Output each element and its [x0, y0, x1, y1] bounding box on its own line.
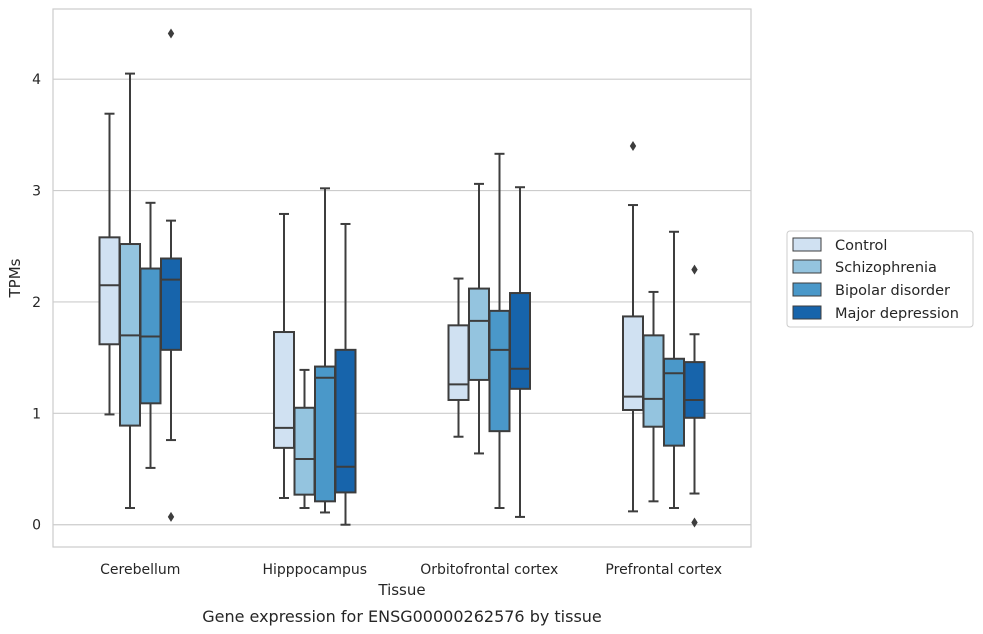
- legend-swatch-control: [792, 237, 822, 252]
- plot-frame: [52, 8, 752, 548]
- x-tick-label-1: Hipppocampus: [262, 562, 367, 578]
- box-series-3-cat-1: [334, 348, 357, 494]
- x-tick-label-3: Prefrontal cortex: [605, 562, 722, 578]
- y-axis-tick-labels: 0 1 2 3 4: [32, 72, 41, 534]
- legend-label-major-depression: Major depression: [835, 306, 959, 322]
- box-series-3-cat-2: [509, 292, 531, 390]
- x-tick-label-0: Cerebellum: [100, 562, 180, 578]
- legend-label-control: Control: [835, 238, 887, 254]
- y-tick-label-4: 4: [32, 72, 41, 88]
- box-series-0-cat-2: [447, 324, 470, 401]
- outlier-series-0-cat-3-0: [629, 141, 637, 152]
- x-axis-title: Tissue: [377, 581, 425, 599]
- series-0: [98, 112, 644, 513]
- series-3: [160, 28, 706, 528]
- box-series-1-cat-1: [293, 406, 316, 496]
- box-series-2-cat-1: [314, 365, 336, 503]
- box-series: [98, 28, 706, 528]
- outlier-series-3-cat-0-1: [167, 511, 175, 522]
- x-axis-tick-labels: Cerebellum Hipppocampus Orbitofrontal cort…: [100, 562, 722, 578]
- y-axis-title: TPMs: [6, 258, 24, 298]
- x-tick-label-2: Orbitofrontal cortex: [420, 562, 558, 578]
- box-series-3-cat-3: [683, 361, 706, 419]
- legend-label-bipolar-disorder: Bipolar disorder: [835, 283, 950, 299]
- outlier-series-3-cat-3-1: [691, 517, 698, 528]
- legend-swatch-schizophrenia: [792, 259, 822, 274]
- y-tick-label-1: 1: [32, 406, 41, 422]
- series-2: [139, 152, 685, 514]
- outlier-series-3-cat-3-0: [691, 264, 698, 275]
- legend-label-schizophrenia: Schizophrenia: [835, 260, 937, 276]
- box-series-1-cat-2: [468, 287, 490, 381]
- legend-frame: [786, 230, 974, 328]
- y-tick-label-2: 2: [32, 295, 41, 311]
- y-tick-label-0: 0: [32, 518, 41, 534]
- figure-caption: Gene expression for ENSG00000262576 by t…: [202, 607, 602, 626]
- series-1: [119, 72, 665, 510]
- y-tick-label-3: 3: [32, 184, 41, 200]
- box-series-2-cat-2: [488, 309, 511, 433]
- box-series-1-cat-3: [642, 334, 665, 428]
- outlier-series-3-cat-0-0: [167, 28, 175, 39]
- box-series-0-cat-0: [98, 236, 121, 346]
- box-series-0-cat-1: [273, 331, 295, 449]
- legend-swatch-major-depression: [792, 305, 822, 320]
- legend-swatch-bipolar-disorder: [792, 282, 822, 297]
- box-series-3-cat-0: [160, 257, 182, 351]
- legend: Control Schizophrenia Bipolar disorder M…: [786, 230, 974, 328]
- box-series-2-cat-3: [663, 357, 685, 447]
